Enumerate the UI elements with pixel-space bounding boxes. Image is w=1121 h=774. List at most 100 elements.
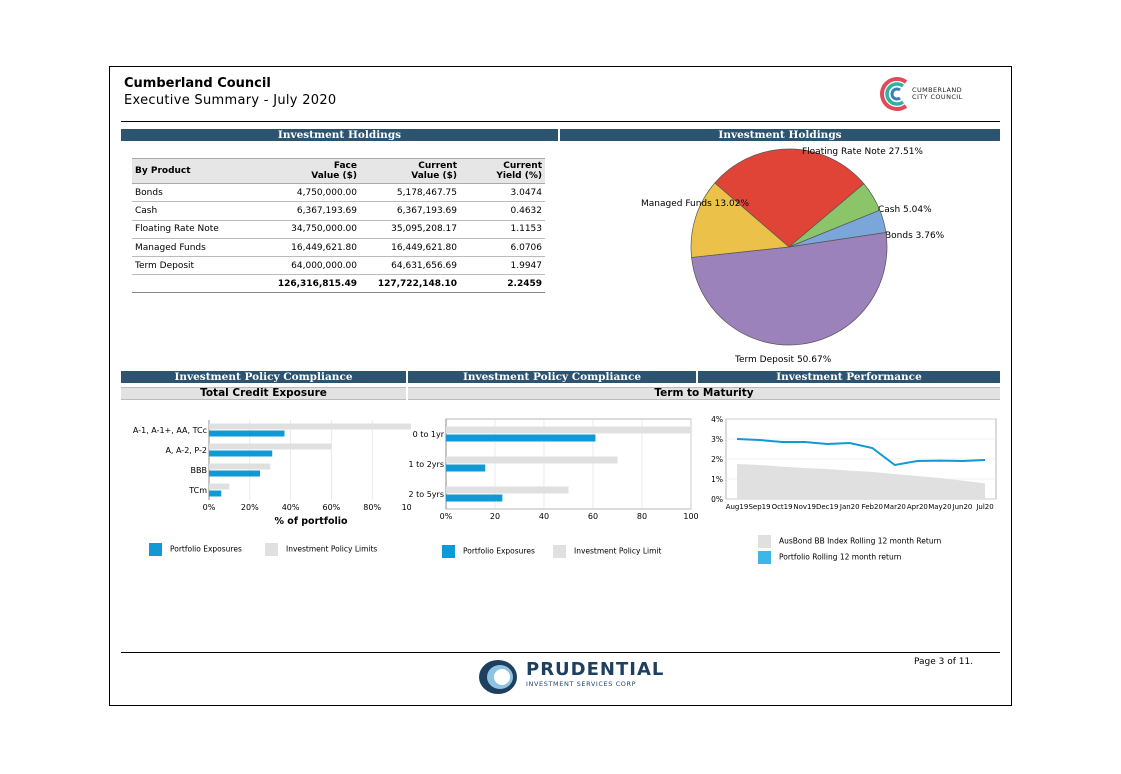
legend-swatch-portfolio-return: [758, 551, 771, 564]
col-current-line2: Value ($): [411, 171, 457, 181]
cell-yield: 6.0706: [460, 238, 545, 258]
x-tick-label: Aug19: [726, 503, 749, 511]
portfolio-bar: [446, 434, 596, 442]
legend-label: Investment Policy Limit: [574, 546, 662, 556]
portfolio-bar: [209, 430, 285, 437]
legend-swatch-limit: [553, 545, 566, 558]
cell-face: 64,000,000.00: [270, 256, 360, 276]
table-row: Cash 6,367,193.69 6,367,193.69 0.4632: [132, 201, 545, 221]
x-axis-title: % of portfolio: [274, 516, 348, 527]
category-label: 0 to 1yr: [413, 430, 445, 439]
limit-bar: [209, 463, 271, 470]
category-label: 1 to 2yrs: [409, 460, 445, 469]
ausbond-area: [737, 464, 985, 499]
band-compliance-maturity: Investment Policy Compliance: [408, 371, 696, 383]
x-tick-label: Nov19: [793, 503, 816, 511]
total-row: 126,316,815.49 127,722,148.10 2.2459: [132, 274, 545, 294]
prudential-logo: PRUDENTIAL INVESTMENT SERVICES CORP: [476, 657, 663, 697]
cell-yield: 0.4632: [460, 201, 545, 221]
x-tick-label: Dec19: [816, 503, 838, 511]
subband-maturity: Term to Maturity: [408, 387, 1000, 400]
portfolio-bar: [446, 494, 503, 502]
cell-current: 35,095,208.17: [360, 220, 460, 239]
table-row: Bonds 4,750,000.00 5,178,467.75 3.0474: [132, 183, 545, 203]
pie-label: Bonds 3.76%: [885, 231, 945, 241]
portfolio-bar: [209, 490, 222, 497]
x-tick-label: Apr20: [907, 503, 928, 511]
legend-swatch-portfolio: [442, 545, 455, 558]
cell-product: Floating Rate Note: [132, 220, 270, 239]
category-label: 2 to 5yrs: [409, 490, 445, 499]
maturity-legend-portfolio: Portfolio Exposures: [442, 545, 535, 558]
report-subtitle: Executive Summary - July 2020: [124, 93, 337, 108]
prudential-name: PRUDENTIAL: [526, 659, 665, 680]
pie-label: Term Deposit 50.67%: [734, 355, 832, 365]
pie-label: Floating Rate Note 27.51%: [802, 147, 923, 157]
pie-label: Managed Funds 13.02%: [641, 199, 749, 209]
category-label: BBB: [191, 466, 207, 475]
limit-bar: [209, 423, 411, 430]
cell-yield: 3.0474: [460, 183, 545, 203]
cell-product: Term Deposit: [132, 256, 270, 276]
plot-area: [445, 418, 692, 510]
holdings-pie-chart: Floating Rate Note 27.51% Cash 5.04% Bonds…: [641, 147, 945, 365]
cell-current: 5,178,467.75: [360, 183, 460, 203]
cell-product: Bonds: [132, 183, 270, 203]
report-title: Cumberland Council: [124, 76, 271, 91]
x-tick-label: Sep19: [748, 503, 770, 511]
limit-bar: [446, 486, 569, 494]
x-tick-label: 20%: [241, 503, 259, 512]
table-row: Floating Rate Note 34,750,000.00 35,095,…: [132, 220, 545, 239]
y-tick-label: 1%: [711, 475, 723, 484]
legend-label: Investment Policy Limits: [286, 544, 378, 554]
legend-swatch-portfolio: [149, 543, 162, 556]
band-compliance-credit: Investment Policy Compliance: [121, 371, 406, 383]
cell-product: Cash: [132, 201, 270, 221]
col-face: Face Value ($): [270, 158, 360, 184]
limit-bar: [446, 456, 618, 464]
x-tick-label: 40: [539, 512, 549, 521]
pie-slice: [714, 148, 865, 248]
y-tick-label: 3%: [711, 435, 723, 444]
y-tick-label: 2%: [711, 455, 723, 464]
col-yield-line1: Current: [503, 161, 542, 171]
subband-credit: Total Credit Exposure: [121, 387, 406, 400]
holdings-header-row: By Product Face Value ($) Current Value …: [132, 158, 545, 184]
logo-text: CUMBERLAND CITY COUNCIL: [912, 87, 963, 101]
y-tick-label: 0%: [711, 495, 723, 504]
cell-current: 6,367,193.69: [360, 201, 460, 221]
x-tick-label: 20: [490, 512, 500, 521]
cell-total-label: [132, 274, 270, 294]
prudential-sub: INVESTMENT SERVICES CORP: [526, 680, 637, 688]
category-label: A, A-2, P-2: [165, 446, 207, 455]
table-row: Term Deposit 64,000,000.00 64,631,656.69…: [132, 256, 545, 276]
cumberland-logo: CUMBERLAND CITY COUNCIL: [878, 74, 998, 118]
col-yield-line2: Yield (%): [496, 171, 542, 181]
x-tick-label: 0%: [203, 503, 216, 512]
pie-slice: [690, 182, 790, 258]
cell-face: 4,750,000.00: [270, 183, 360, 203]
legend-swatch-ausbond: [758, 535, 771, 548]
x-tick-label: 100%: [402, 503, 411, 512]
limit-bar: [446, 426, 691, 434]
col-face-line1: Face: [333, 161, 357, 171]
term-maturity-chart: 0% 20 40 60 80 100 0 to 1yr 1 to 2yrs 2 to 5yrs: [409, 418, 698, 521]
credit-legend-limits: Investment Policy Limits: [265, 543, 377, 556]
x-tick-label: Mar20: [884, 503, 906, 511]
table-row: Managed Funds 16,449,621.80 16,449,621.8…: [132, 238, 545, 258]
perf-legend-portfolio: Portfolio Rolling 12 month return: [758, 551, 901, 564]
footer-rule: [121, 652, 1000, 653]
x-tick-label: 60%: [323, 503, 341, 512]
legend-label: AusBond BB Index Rolling 12 month Return: [779, 536, 942, 546]
limit-bar: [209, 483, 230, 490]
holdings-table: By Product Face Value ($) Current Value …: [132, 158, 545, 294]
cell-total-current: 127,722,148.10: [360, 274, 460, 294]
page-number: Page 3 of 11.: [914, 657, 974, 667]
y-tick-label: 4%: [711, 415, 723, 424]
band-performance: Investment Performance: [698, 371, 1000, 383]
credit-exposure-chart: 0% 20% 40% 60% 80% 100% A-1, A-1+, AA, TCc A, A…: [133, 420, 411, 527]
cell-current: 64,631,656.69: [360, 256, 460, 276]
perf-legend-ausbond: AusBond BB Index Rolling 12 month Return: [758, 535, 941, 548]
col-yield: Current Yield (%): [460, 158, 545, 184]
pie-label: Cash 5.04%: [878, 205, 932, 215]
